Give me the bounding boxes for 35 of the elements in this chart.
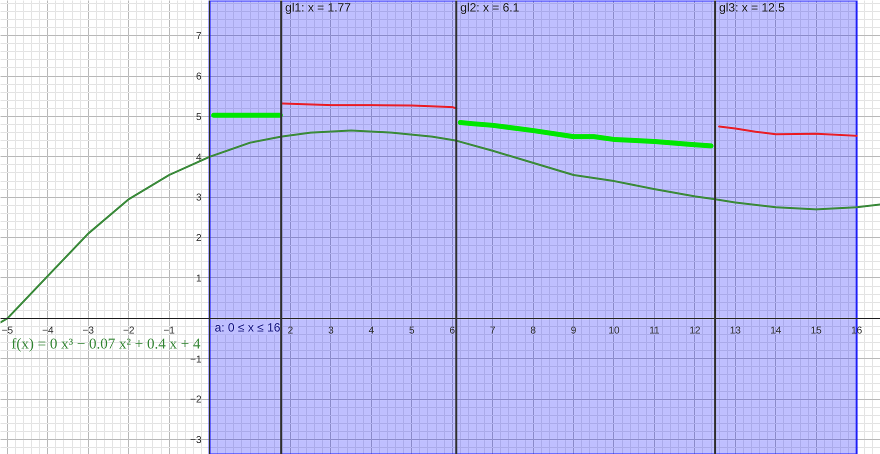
x-tick-label: 13: [730, 325, 742, 336]
x-tick-label: 11: [649, 325, 660, 336]
x-tick-label: 10: [608, 325, 620, 336]
y-tick-label: 5: [196, 112, 202, 123]
y-tick-label: −3: [190, 435, 202, 446]
band-label: a: 0 ≤ x ≤ 16: [214, 320, 281, 334]
y-tick-label: −2: [190, 394, 202, 406]
x-tick-label: −2: [123, 325, 135, 336]
x-tick-label: 12: [689, 325, 701, 336]
y-tick-label: −1: [190, 354, 202, 366]
x-tick-label: 2: [288, 325, 294, 336]
x-tick-label: −4: [42, 325, 54, 336]
x-tick-label: 8: [530, 325, 536, 336]
y-tick-label: 6: [196, 72, 202, 83]
ref-line-label: gl3: x = 12.5: [719, 0, 786, 14]
x-tick-label: 14: [770, 325, 782, 336]
y-tick-label: 3: [196, 192, 202, 204]
x-tick-label: 4: [368, 325, 375, 336]
y-tick-label: 7: [196, 31, 202, 42]
x-tick-label: −5: [2, 325, 14, 336]
series-label: f(x) = 0 x³ − 0.07 x² + 0.4 x + 4: [11, 336, 201, 352]
x-tick-label: 15: [810, 325, 822, 336]
x-tick-label: 6: [449, 325, 456, 336]
ref-line-label: gl2: x = 6.1: [460, 0, 520, 14]
line-series: [0, 130, 880, 324]
ref-line-label: gl1: x = 1.77: [285, 0, 352, 14]
x-tick-label: −3: [82, 325, 94, 336]
x-tick-label: 3: [328, 325, 334, 336]
y-tick-label: 1: [196, 273, 202, 284]
y-tick-label: 2: [196, 233, 202, 244]
y-tick-label: 4: [196, 152, 202, 164]
x-tick-label: 7: [490, 325, 496, 336]
x-tick-label: 9: [570, 325, 577, 336]
x-tick-label: −1: [163, 325, 176, 336]
x-tick-label: 5: [409, 325, 416, 336]
